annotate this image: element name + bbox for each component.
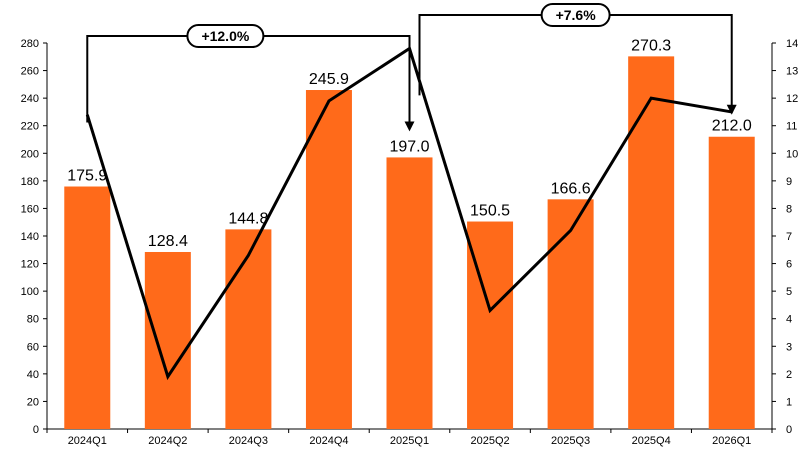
x-tick-label: 2024Q4 xyxy=(309,435,348,447)
x-tick-label: 2025Q1 xyxy=(390,435,429,447)
x-tick-label: 2024Q3 xyxy=(229,435,268,447)
growth-badge-label: +7.6% xyxy=(556,7,597,23)
y-right-tick-label: 2 xyxy=(786,369,792,381)
y-right-tick-label: 5 xyxy=(786,286,792,298)
annotations: +12.0% +7.6% xyxy=(86,3,737,132)
x-tick-label: 2024Q1 xyxy=(68,435,107,447)
bar-value-label: 150.5 xyxy=(470,203,510,220)
y-right-tick-label: 14 xyxy=(786,38,798,50)
bars xyxy=(64,56,755,430)
y-right-tick-label: 6 xyxy=(786,259,792,271)
y-left-tick-label: 160 xyxy=(21,203,39,215)
y-left-tick-label: 220 xyxy=(21,121,39,133)
y-right-tick-label: 1 xyxy=(786,396,792,408)
x-tick-label: 2025Q4 xyxy=(632,435,671,447)
y-left-tick-label: 260 xyxy=(21,66,39,78)
y-left-tick-label: 20 xyxy=(27,396,39,408)
x-tick-label: 2024Q2 xyxy=(148,435,187,447)
bar xyxy=(305,90,352,430)
growth-badge xyxy=(186,24,265,48)
y-left-tick-label: 200 xyxy=(21,148,39,160)
bar xyxy=(144,251,191,429)
y-right-tick-label: 10 xyxy=(786,148,798,160)
bar-value-label: 128.4 xyxy=(148,233,188,250)
y-right-tick-label: 7 xyxy=(786,231,792,243)
bar xyxy=(467,221,514,429)
y-left-tick-label: 120 xyxy=(21,259,39,271)
data-labels: 175.9 128.4 144.8 245.9 197.0 150.5 166.6 270.3… xyxy=(67,37,752,250)
y-left-tick-label: 180 xyxy=(21,176,39,188)
x-tick-label: 2026Q1 xyxy=(712,435,751,447)
y-right-tick-label: 13 xyxy=(786,66,798,78)
bar-value-label: 245.9 xyxy=(309,71,349,88)
y-left-tick-label: 40 xyxy=(27,369,39,381)
axes: 0 20 40 60 80 100 120 140 160 180 200 220 240 260 280 0… xyxy=(21,38,799,447)
growth-arrow xyxy=(86,35,415,132)
growth-badge xyxy=(540,3,611,27)
bar-value-label: 212.0 xyxy=(712,118,752,135)
y-right-tick-label: 4 xyxy=(786,314,792,326)
y-left-tick-label: 80 xyxy=(27,314,39,326)
bar-value-label: 175.9 xyxy=(67,168,107,185)
y-left-tick-label: 60 xyxy=(27,341,39,353)
bar xyxy=(386,157,433,429)
y-left-tick-label: 240 xyxy=(21,93,39,105)
y-right-tick-label: 3 xyxy=(786,341,792,353)
y-right-tick-label: 12 xyxy=(786,93,798,105)
bar-value-label: 197.0 xyxy=(389,138,429,155)
bar xyxy=(628,56,675,430)
bar xyxy=(64,186,111,429)
y-right-tick-label: 0 xyxy=(786,424,792,436)
y-left-tick-label: 0 xyxy=(33,424,39,436)
bar-value-label: 166.6 xyxy=(551,180,591,197)
bar xyxy=(225,229,272,429)
bar-value-label: 270.3 xyxy=(631,37,671,54)
y-right-tick-label: 11 xyxy=(786,121,797,133)
x-tick-label: 2025Q3 xyxy=(551,435,590,447)
y-left-tick-label: 140 xyxy=(21,231,39,243)
growth-badge-label: +12.0% xyxy=(201,28,249,44)
bar xyxy=(547,199,594,429)
growth-arrow xyxy=(418,14,737,115)
y-left-tick-label: 100 xyxy=(21,286,39,298)
y-right-tick-label: 9 xyxy=(786,176,792,188)
x-tick-label: 2025Q2 xyxy=(470,435,509,447)
bar xyxy=(708,136,755,429)
y-left-tick-label: 280 xyxy=(21,38,39,50)
y-right-tick-label: 8 xyxy=(786,203,792,215)
bar-value-label: 144.8 xyxy=(228,210,268,227)
